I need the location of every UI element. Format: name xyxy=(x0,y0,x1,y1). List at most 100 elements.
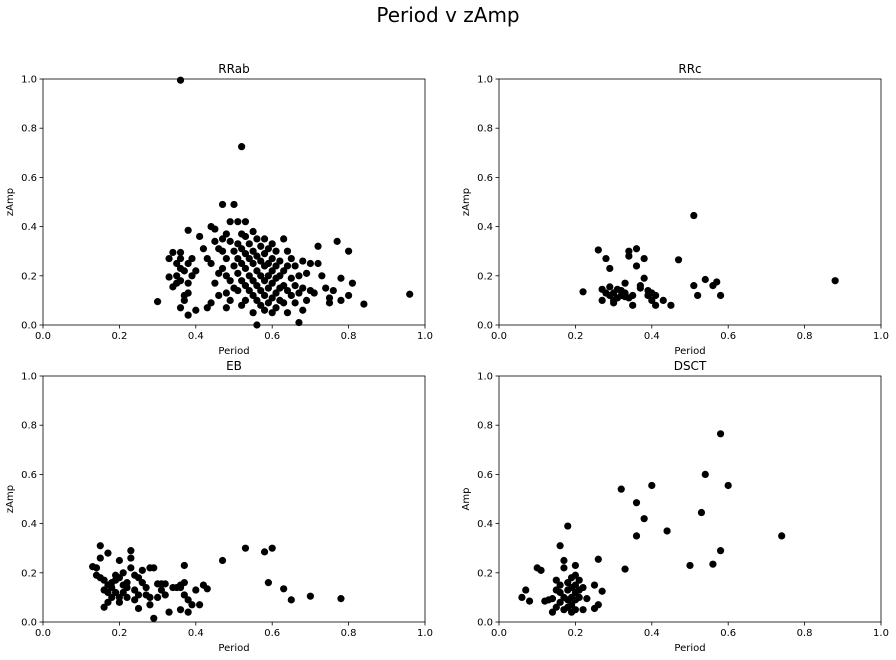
data-point xyxy=(249,247,257,255)
subplot-title: DSCT xyxy=(674,359,707,373)
data-point xyxy=(690,282,698,290)
data-point xyxy=(548,595,557,603)
data-point xyxy=(652,301,660,309)
data-point xyxy=(283,247,292,255)
data-point xyxy=(291,262,299,270)
data-point xyxy=(138,579,146,587)
data-point xyxy=(295,318,303,327)
data-point xyxy=(184,279,192,287)
data-point xyxy=(165,254,173,263)
data-point xyxy=(104,598,112,606)
data-point xyxy=(548,608,557,616)
data-point xyxy=(211,225,219,233)
data-point xyxy=(161,580,169,588)
data-point xyxy=(556,542,564,550)
x-tick-label: 0.0 xyxy=(491,628,507,639)
data-point xyxy=(640,254,648,263)
data-point xyxy=(165,273,173,281)
data-point xyxy=(176,254,185,263)
data-point xyxy=(238,245,246,253)
data-point xyxy=(697,508,706,517)
data-point xyxy=(694,291,702,300)
data-point xyxy=(701,470,709,478)
data-point xyxy=(196,601,204,609)
x-tick-label: 0.6 xyxy=(720,628,736,639)
data-point xyxy=(552,603,560,611)
data-point xyxy=(176,583,185,592)
data-point xyxy=(594,246,602,254)
data-point xyxy=(306,592,314,600)
data-point xyxy=(659,296,667,304)
data-point xyxy=(230,247,238,255)
data-point xyxy=(211,279,219,287)
x-tick-label: 0.0 xyxy=(35,331,51,342)
data-point xyxy=(154,593,162,602)
data-point xyxy=(287,254,295,263)
y-tick-label: 1.0 xyxy=(21,372,37,383)
data-point xyxy=(617,485,625,493)
data-point xyxy=(716,547,725,555)
data-point xyxy=(222,272,230,280)
x-tick-label: 0.8 xyxy=(797,628,813,639)
data-point xyxy=(176,606,185,614)
data-point xyxy=(207,299,215,307)
data-point xyxy=(96,554,104,562)
data-point xyxy=(127,554,135,562)
data-point xyxy=(272,247,280,255)
data-point xyxy=(337,274,345,282)
data-point xyxy=(230,200,238,209)
data-point xyxy=(241,264,250,273)
data-point xyxy=(778,532,786,540)
data-point xyxy=(564,579,572,587)
y-tick-label: 1.0 xyxy=(477,372,493,383)
data-point xyxy=(238,259,246,268)
data-point xyxy=(663,527,671,535)
x-tick-label: 1.0 xyxy=(873,628,889,639)
data-point xyxy=(241,282,250,290)
data-point xyxy=(716,430,725,438)
data-point xyxy=(264,245,272,253)
data-point xyxy=(104,549,112,557)
data-point xyxy=(260,291,269,300)
data-point xyxy=(249,259,257,268)
data-point xyxy=(579,288,587,296)
data-point xyxy=(260,250,269,258)
data-point xyxy=(276,257,284,265)
data-point xyxy=(260,306,269,314)
data-point xyxy=(123,593,131,602)
data-point xyxy=(724,481,732,490)
subplot-eb: EB 0.0 0.2 0.4 0.6 0.8 1.0 0.0 0.2 0.4 0.6 0.8 1.0 Pe… xyxy=(5,359,433,654)
data-point xyxy=(310,289,318,297)
x-tick-label: 0.4 xyxy=(188,331,204,342)
y-tick-label: 0.2 xyxy=(21,568,37,579)
data-point xyxy=(115,598,123,606)
data-point xyxy=(345,247,353,255)
x-tick-label: 0.8 xyxy=(341,331,357,342)
data-point xyxy=(241,232,250,241)
data-point xyxy=(560,556,568,565)
data-point xyxy=(276,272,284,280)
data-point xyxy=(314,242,322,250)
data-point xyxy=(203,585,211,593)
data-point xyxy=(598,296,606,304)
x-axis-label: Period xyxy=(218,346,249,357)
data-point xyxy=(632,262,641,270)
data-point xyxy=(222,304,230,312)
data-point xyxy=(299,306,307,314)
data-point xyxy=(322,284,330,292)
data-point xyxy=(283,309,292,317)
data-point xyxy=(199,245,208,253)
data-point xyxy=(272,304,280,312)
data-point xyxy=(260,548,269,556)
data-point xyxy=(222,230,230,238)
x-tick-label: 0.4 xyxy=(644,331,660,342)
data-point xyxy=(567,601,576,609)
data-point xyxy=(280,299,288,307)
data-point xyxy=(192,267,200,275)
data-point xyxy=(188,272,196,280)
y-tick-label: 0.8 xyxy=(477,421,493,432)
data-point xyxy=(150,614,158,622)
data-point xyxy=(295,272,303,280)
data-point xyxy=(264,284,272,292)
data-point xyxy=(556,598,564,606)
